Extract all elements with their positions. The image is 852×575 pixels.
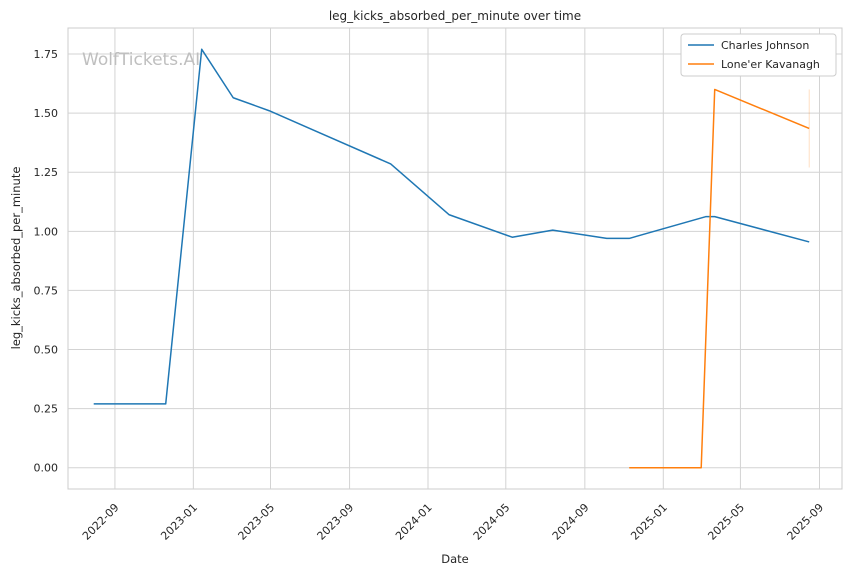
x-tick-label: 2024-05	[471, 501, 513, 543]
plot-area	[67, 27, 843, 490]
y-tick-label: 1.25	[34, 166, 59, 179]
y-axis-title: leg_kicks_absorbed_per_minute	[9, 167, 23, 350]
x-tick-label: 2024-09	[550, 501, 592, 543]
x-tick-label: 2024-01	[393, 501, 435, 543]
y-tick-label: 0.75	[34, 284, 59, 297]
legend-box	[680, 33, 837, 77]
x-tick-labels: 2022-09 2023-01 2023-05 2023-09 2024-01 2024-…	[80, 501, 826, 543]
x-tick-label: 2023-09	[315, 501, 357, 543]
x-tick-label: 2023-05	[236, 501, 278, 543]
y-tick-label: 0.00	[34, 462, 59, 475]
y-tick-label: 0.50	[34, 344, 59, 357]
legend-label-charles-johnson: Charles Johnson	[721, 39, 809, 52]
y-tick-label: 1.00	[34, 225, 59, 238]
series-line-charles-johnson	[93, 48, 810, 405]
y-tick-labels: 0.00 0.25 0.50 0.75 1.00 1.25 1.50 1.75	[34, 48, 59, 475]
watermark: WolfTickets.AI	[82, 50, 200, 70]
legend: Charles Johnson Lone'er Kavanagh	[680, 33, 837, 77]
chart-title: leg_kicks_absorbed_per_minute over time	[329, 9, 581, 23]
y-tick-label: 0.25	[34, 403, 59, 416]
x-tick-label: 2025-09	[785, 501, 827, 543]
series-layer	[93, 48, 810, 469]
x-tick-label: 2023-01	[158, 501, 200, 543]
x-tick-label: 2025-01	[628, 501, 670, 543]
x-tick-label: 2025-05	[705, 501, 747, 543]
y-gridlines	[68, 53, 842, 469]
x-axis-title: Date	[441, 552, 469, 566]
y-tick-label: 1.75	[34, 48, 59, 61]
x-tick-label: 2022-09	[80, 501, 122, 543]
series-line-lone-er-kavanagh	[629, 88, 810, 469]
legend-label-loneer-kavanagh: Lone'er Kavanagh	[721, 58, 820, 71]
y-tick-label: 1.50	[34, 107, 59, 120]
x-gridlines	[114, 28, 820, 489]
